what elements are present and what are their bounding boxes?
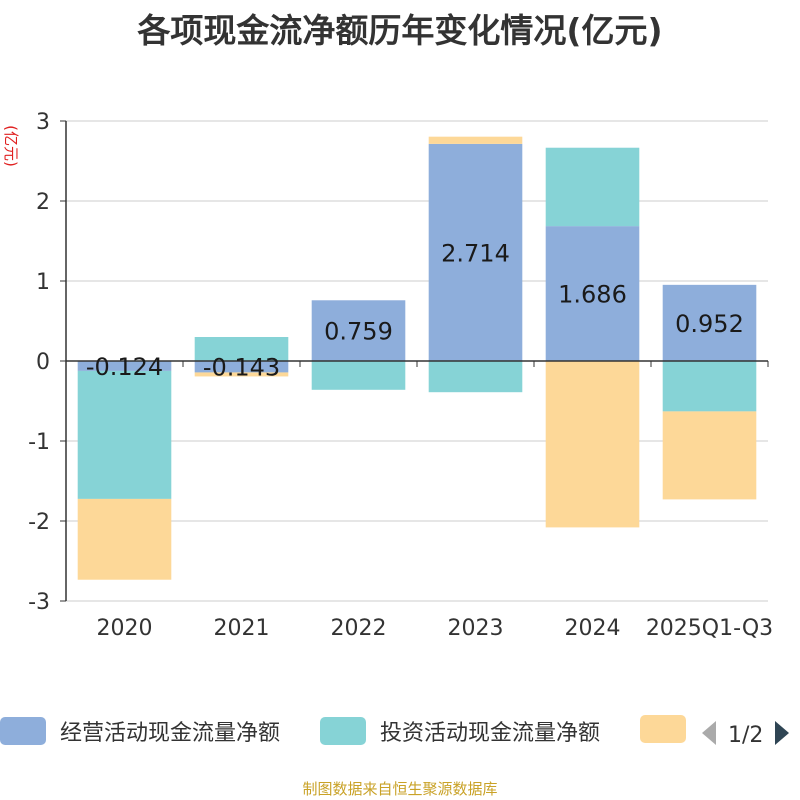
y-tick-label: 3	[36, 110, 50, 135]
x-tick-label: 2023	[448, 616, 504, 641]
y-tick-label: 2	[36, 190, 50, 215]
legend-pager: 1/2	[700, 715, 791, 755]
legend-prev-arrow-icon[interactable]	[700, 720, 718, 750]
data-label: 2.714	[441, 239, 510, 267]
bar-financing	[428, 136, 523, 144]
data-label: 0.952	[675, 310, 744, 338]
x-tick-label: 2024	[565, 616, 621, 641]
legend-label-operating: 经营活动现金流量净额	[60, 721, 281, 746]
y-tick-label: -2	[28, 510, 50, 535]
legend-swatch-investing	[320, 717, 366, 745]
bar-operating	[545, 226, 640, 361]
y-tick-label: 1	[36, 270, 50, 295]
legend-item-investing[interactable]: 投资活动现金流量净额	[320, 715, 600, 747]
bar-financing	[662, 411, 757, 500]
legend-page-indicator: 1/2	[728, 722, 764, 748]
data-label: 1.686	[558, 281, 627, 309]
data-label: -0.124	[86, 353, 163, 381]
legend-item-operating[interactable]: 经营活动现金流量净额	[0, 715, 280, 747]
legend-item-financing[interactable]	[640, 715, 700, 743]
bar-investing	[194, 337, 289, 361]
bar-financing	[77, 498, 172, 580]
chart-title: 各项现金流净额历年变化情况(亿元)	[137, 11, 663, 50]
chart-area: -3 -2 -1 0 1 2 3 (亿元) 2020 2021 2022 2023 2024 2025Q1…	[2, 110, 773, 641]
x-tick-label: 2025Q1-Q3	[646, 616, 773, 641]
y-axis-label: (亿元)	[2, 125, 20, 167]
bar-investing	[77, 370, 172, 499]
x-tick-label: 2020	[97, 616, 153, 641]
x-tick-label: 2022	[331, 616, 387, 641]
legend-swatch-operating	[0, 717, 46, 745]
bar-investing	[311, 361, 406, 390]
y-tick-label: -3	[28, 590, 50, 615]
source-note: 制图数据来自恒生聚源数据库	[302, 780, 498, 798]
bar-investing	[662, 361, 757, 412]
legend-swatch-financing	[640, 715, 686, 743]
legend-label-investing: 投资活动现金流量净额	[380, 721, 601, 746]
bar-investing	[428, 361, 523, 393]
bar-financing	[545, 361, 640, 528]
x-tick-label: 2021	[214, 616, 270, 641]
bar-investing	[545, 147, 640, 227]
data-label: 0.759	[324, 318, 393, 346]
y-tick-label: 0	[36, 350, 50, 375]
bar-operating	[77, 361, 172, 371]
bar-operating	[662, 284, 757, 361]
bar-operating	[194, 361, 289, 373]
bar-operating	[311, 300, 406, 361]
bar-operating	[428, 143, 523, 361]
legend: 经营活动现金流量净额 投资活动现金流量净额 1/2	[0, 715, 800, 755]
legend-next-arrow-icon[interactable]	[773, 720, 791, 750]
bar-financing	[194, 372, 289, 377]
y-tick-label: -1	[28, 430, 50, 455]
data-label: -0.143	[203, 354, 280, 382]
